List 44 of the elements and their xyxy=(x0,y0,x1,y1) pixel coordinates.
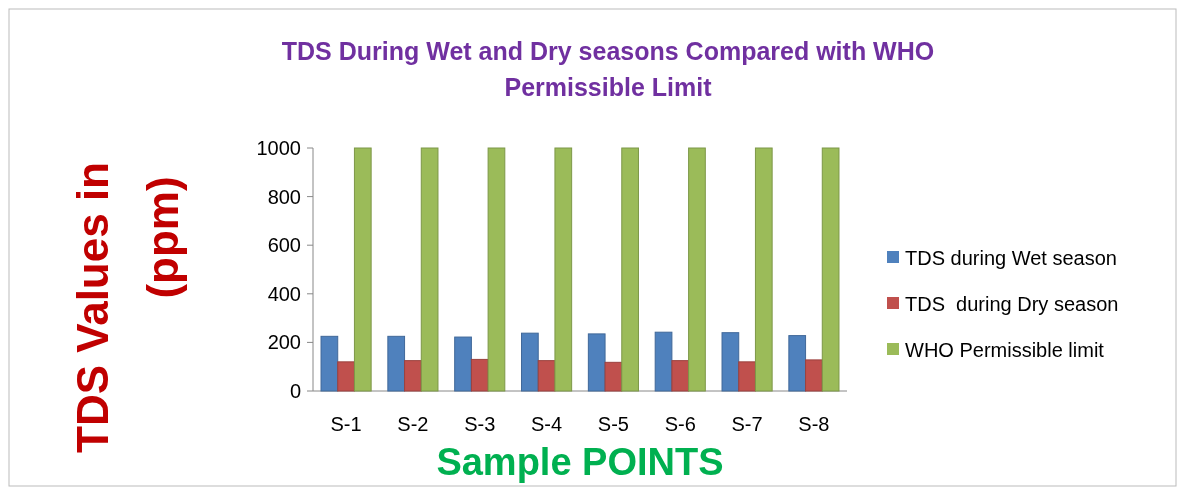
x-tick-label: S-6 xyxy=(664,413,696,435)
bar xyxy=(621,147,639,392)
bar xyxy=(353,147,372,392)
y-axis-title: TDS Values in (ppm) xyxy=(68,162,187,453)
y-tick-label: 400 xyxy=(267,282,301,305)
x-tick-label: S-8 xyxy=(798,413,830,435)
x-tick-label: S-4 xyxy=(531,413,563,435)
bar xyxy=(821,147,840,392)
legend-label: TDS during Dry season xyxy=(905,293,1119,315)
bar xyxy=(337,361,355,392)
x-tick-label: S-1 xyxy=(330,413,362,435)
bar xyxy=(420,147,439,392)
bar xyxy=(487,147,506,392)
y-tick-label: 0 xyxy=(289,380,301,402)
bar xyxy=(554,147,573,392)
chart-title: TDS During Wet and Dry seasons Compared with WHO Permissible Limit xyxy=(281,37,935,101)
bar xyxy=(387,335,406,392)
bar xyxy=(654,331,673,392)
bar xyxy=(788,335,807,392)
y-tick-label: 800 xyxy=(267,185,301,208)
bar xyxy=(404,360,422,392)
bar xyxy=(587,333,606,392)
x-tick-label: S-7 xyxy=(731,413,763,435)
bar xyxy=(738,361,756,392)
bar xyxy=(805,359,823,392)
bar xyxy=(521,332,539,392)
x-axis-title: Sample POINTS xyxy=(436,441,724,483)
bar xyxy=(721,332,740,392)
y-tick-label: 200 xyxy=(267,331,301,354)
bar xyxy=(754,147,773,392)
y-tick-label: 600 xyxy=(267,234,301,257)
x-tick-label: S-2 xyxy=(397,413,429,435)
x-tick-label: S-3 xyxy=(464,413,496,435)
bar xyxy=(604,361,623,392)
x-tick-label: S-5 xyxy=(597,413,629,435)
legend-label: WHO Permissible limit xyxy=(905,339,1105,361)
legend-label: TDS during Wet season xyxy=(905,247,1117,269)
bar xyxy=(320,335,339,392)
bar xyxy=(537,360,556,392)
bar xyxy=(454,336,472,392)
y-tick-label: 1000 xyxy=(256,137,301,159)
bar xyxy=(671,360,690,392)
bar xyxy=(470,358,489,392)
bar xyxy=(688,147,706,392)
